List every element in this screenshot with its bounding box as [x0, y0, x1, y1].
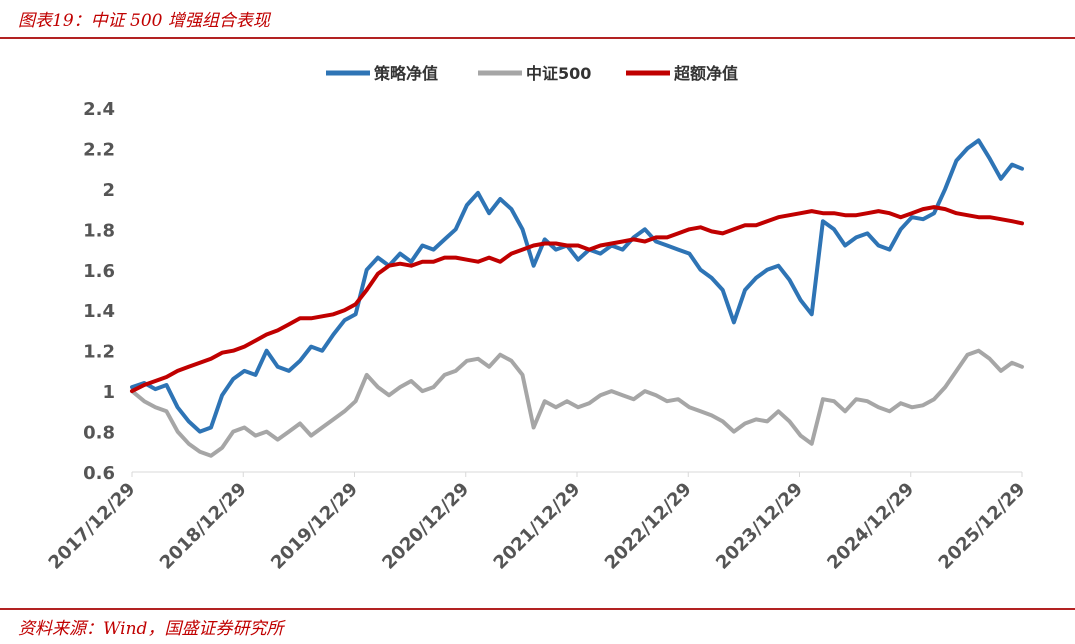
y-tick-label: 1.6	[83, 261, 115, 282]
y-tick-label: 1.4	[83, 301, 115, 322]
x-tick-label: 2019/12/29	[267, 479, 362, 574]
x-tick-label: 2020/12/29	[378, 479, 473, 574]
y-tick-label: 1.2	[83, 342, 115, 363]
y-tick-label: 2	[102, 180, 115, 201]
y-tick-label: 1.8	[83, 220, 115, 241]
x-tick-label: 2021/12/29	[490, 479, 585, 574]
x-axis: 2017/12/29 2018/12/29 2019/12/29 2020/12/29…	[45, 471, 1030, 574]
y-axis: 2.4 2.2 2 1.8 1.6 1.4 1.2 1 0.8 0.6	[83, 99, 115, 484]
x-tick-label: 2017/12/29	[45, 479, 140, 574]
series-line-2	[130, 348, 1024, 458]
y-tick-label: 0.6	[83, 463, 115, 484]
legend-label: 中证500	[526, 64, 591, 83]
y-tick-label: 2.2	[83, 139, 115, 160]
x-tick-label: 2024/12/29	[823, 479, 918, 574]
figure-title: 图表19：中证 500 增强组合表现	[18, 11, 270, 31]
x-tick-label: 2023/12/29	[712, 479, 807, 574]
series-line-1	[130, 138, 1024, 434]
top-divider	[0, 37, 1075, 39]
bottom-divider	[0, 608, 1075, 610]
y-tick-label: 1	[102, 382, 115, 403]
y-tick-label: 0.8	[83, 423, 115, 444]
x-tick-label: 2022/12/29	[601, 479, 696, 574]
legend-label: 超额净值	[673, 64, 738, 83]
y-tick-label: 2.4	[83, 99, 115, 120]
x-tick-label: 2018/12/29	[156, 479, 251, 574]
line-chart: 策略净值 中证500 超额净值 2.4 2.2 2 1.8 1.6 1.4 1.2 1 0.8 0.6…	[45, 64, 1030, 574]
legend: 策略净值 中证500 超额净值	[326, 64, 738, 83]
series-line-3	[130, 205, 1024, 394]
plot-area	[130, 138, 1024, 458]
source-note: 资料来源：Wind，国盛证券研究所	[18, 619, 284, 639]
x-tick-label: 2025/12/29	[935, 479, 1030, 574]
legend-label: 策略净值	[373, 64, 438, 83]
